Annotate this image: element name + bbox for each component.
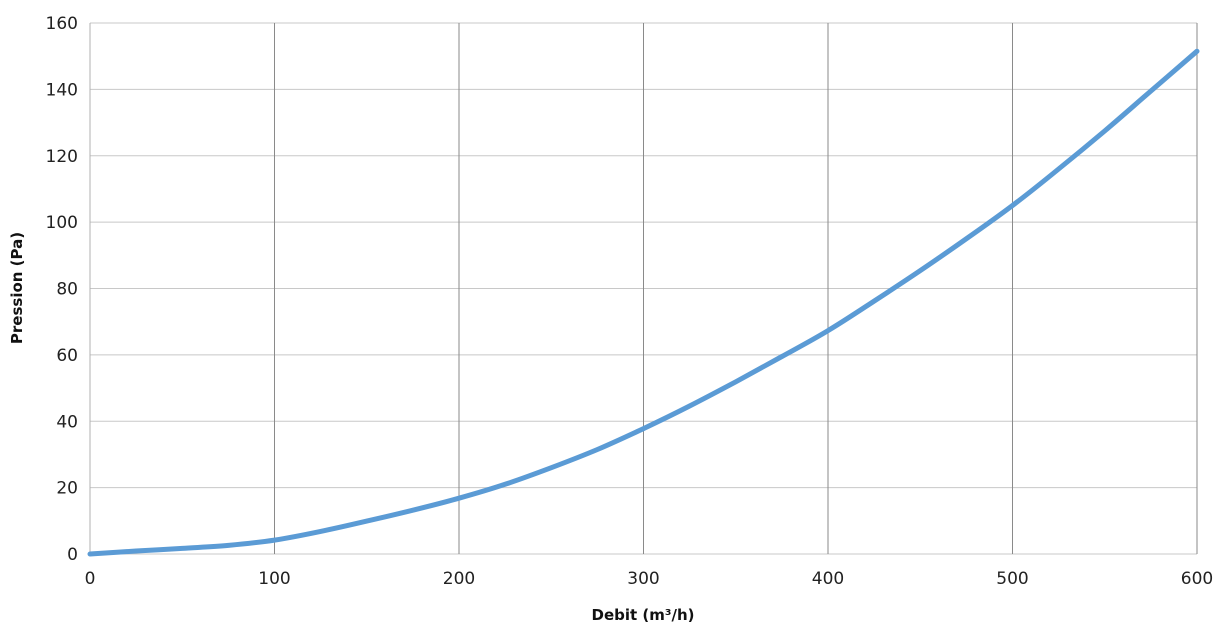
x-tick-label: 200 (443, 569, 475, 589)
x-tick-label: 600 (1181, 569, 1213, 589)
x-axis-title: Debit (m³/h) (592, 606, 695, 624)
series-line (87, 48, 1200, 557)
y-tick-label: 60 (56, 346, 78, 366)
y-axis-title: Pression (Pa) (8, 232, 26, 344)
x-tick-label: 0 (85, 569, 96, 589)
x-tick-label: 100 (258, 569, 290, 589)
y-tick-label: 20 (56, 479, 78, 499)
y-tick-labels: 0 20 40 60 80 100 120 140 160 (46, 14, 78, 565)
x-tick-label: 300 (627, 569, 659, 589)
y-tick-label: 40 (56, 412, 78, 432)
series-layer (87, 48, 1200, 557)
x-tick-label: 500 (996, 569, 1028, 589)
y-tick-label: 100 (46, 213, 78, 233)
y-tick-label: 160 (46, 14, 78, 34)
y-tick-label: 140 (46, 80, 78, 100)
grid (89, 22, 1198, 555)
y-tick-label: 0 (67, 545, 78, 565)
y-tick-label: 120 (46, 147, 78, 167)
x-tick-labels: 0 100 200 300 400 500 600 (85, 569, 1214, 589)
y-tick-label: 80 (56, 280, 78, 300)
x-tick-label: 400 (812, 569, 844, 589)
